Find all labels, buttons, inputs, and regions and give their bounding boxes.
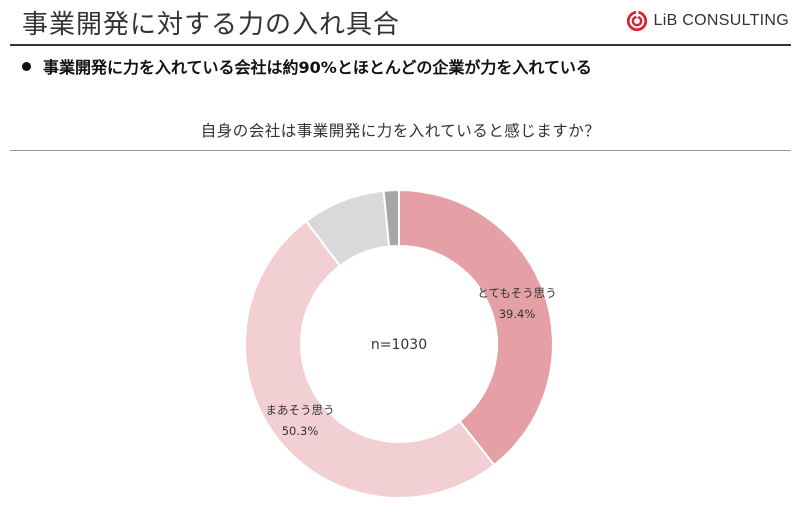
slice-label-1: とてもそう思う — [477, 286, 556, 300]
donut-slice-1 — [398, 188, 554, 467]
page-title: 事業開発に対する力の入れ具合 — [22, 10, 401, 40]
company-logo: LiB CONSULTING — [626, 10, 789, 32]
chart-title-divider — [10, 150, 791, 151]
slice-value-2: 50.3% — [282, 424, 319, 438]
logo-text: LiB CONSULTING — [653, 12, 789, 29]
bullet-dot-icon — [22, 61, 31, 71]
chart-title: 自身の会社は事業開発に力を入れていると感じますか？ — [200, 122, 601, 140]
slice-label-2: まあそう思う — [266, 403, 335, 417]
slice-value-1: 39.4% — [499, 307, 536, 321]
header-divider — [10, 44, 791, 46]
donut-slice-4 — [382, 188, 400, 248]
summary-bullet: 事業開発に力を入れている会社は約90%とほとんどの企業が力を入れている — [22, 54, 592, 78]
logo-swirl-icon — [626, 10, 647, 32]
sample-size-label: n=1030 — [371, 337, 427, 353]
summary-text: 事業開発に力を入れている会社は約90%とほとんどの企業が力を入れている — [43, 58, 592, 77]
donut-slice-2 — [243, 219, 496, 500]
